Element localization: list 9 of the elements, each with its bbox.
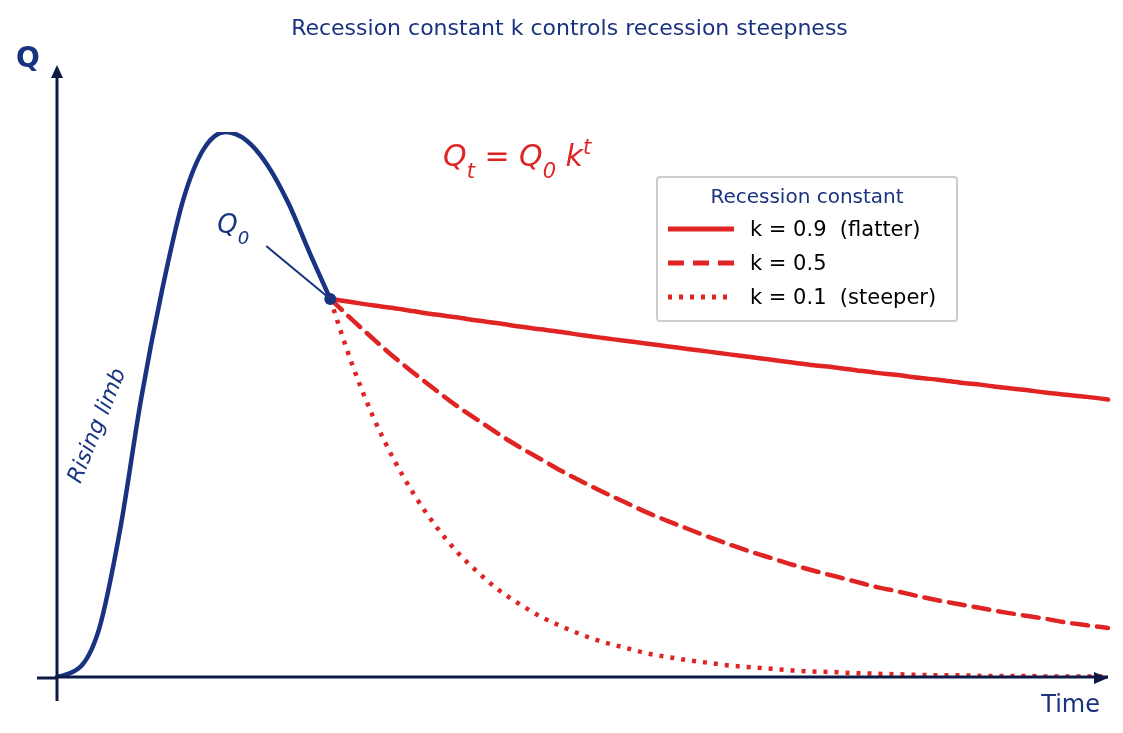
annotation: Q$_{t}$ = Q$_{0}$ k$^{t}$: [443, 135, 592, 183]
x-axis-title: Time: [1040, 690, 1100, 718]
y-axis-title: Q: [16, 41, 40, 74]
legend-label: k = 0.9 (flatter): [750, 217, 921, 241]
legend-label: k = 0.5: [750, 251, 827, 275]
annotation: Q$_{0}$: [217, 209, 250, 248]
legend-label: k = 0.1 (steeper): [750, 285, 937, 309]
chart-title: Recession constant k controls recession steepness: [291, 15, 848, 40]
legend-title: Recession constant: [709, 184, 905, 208]
